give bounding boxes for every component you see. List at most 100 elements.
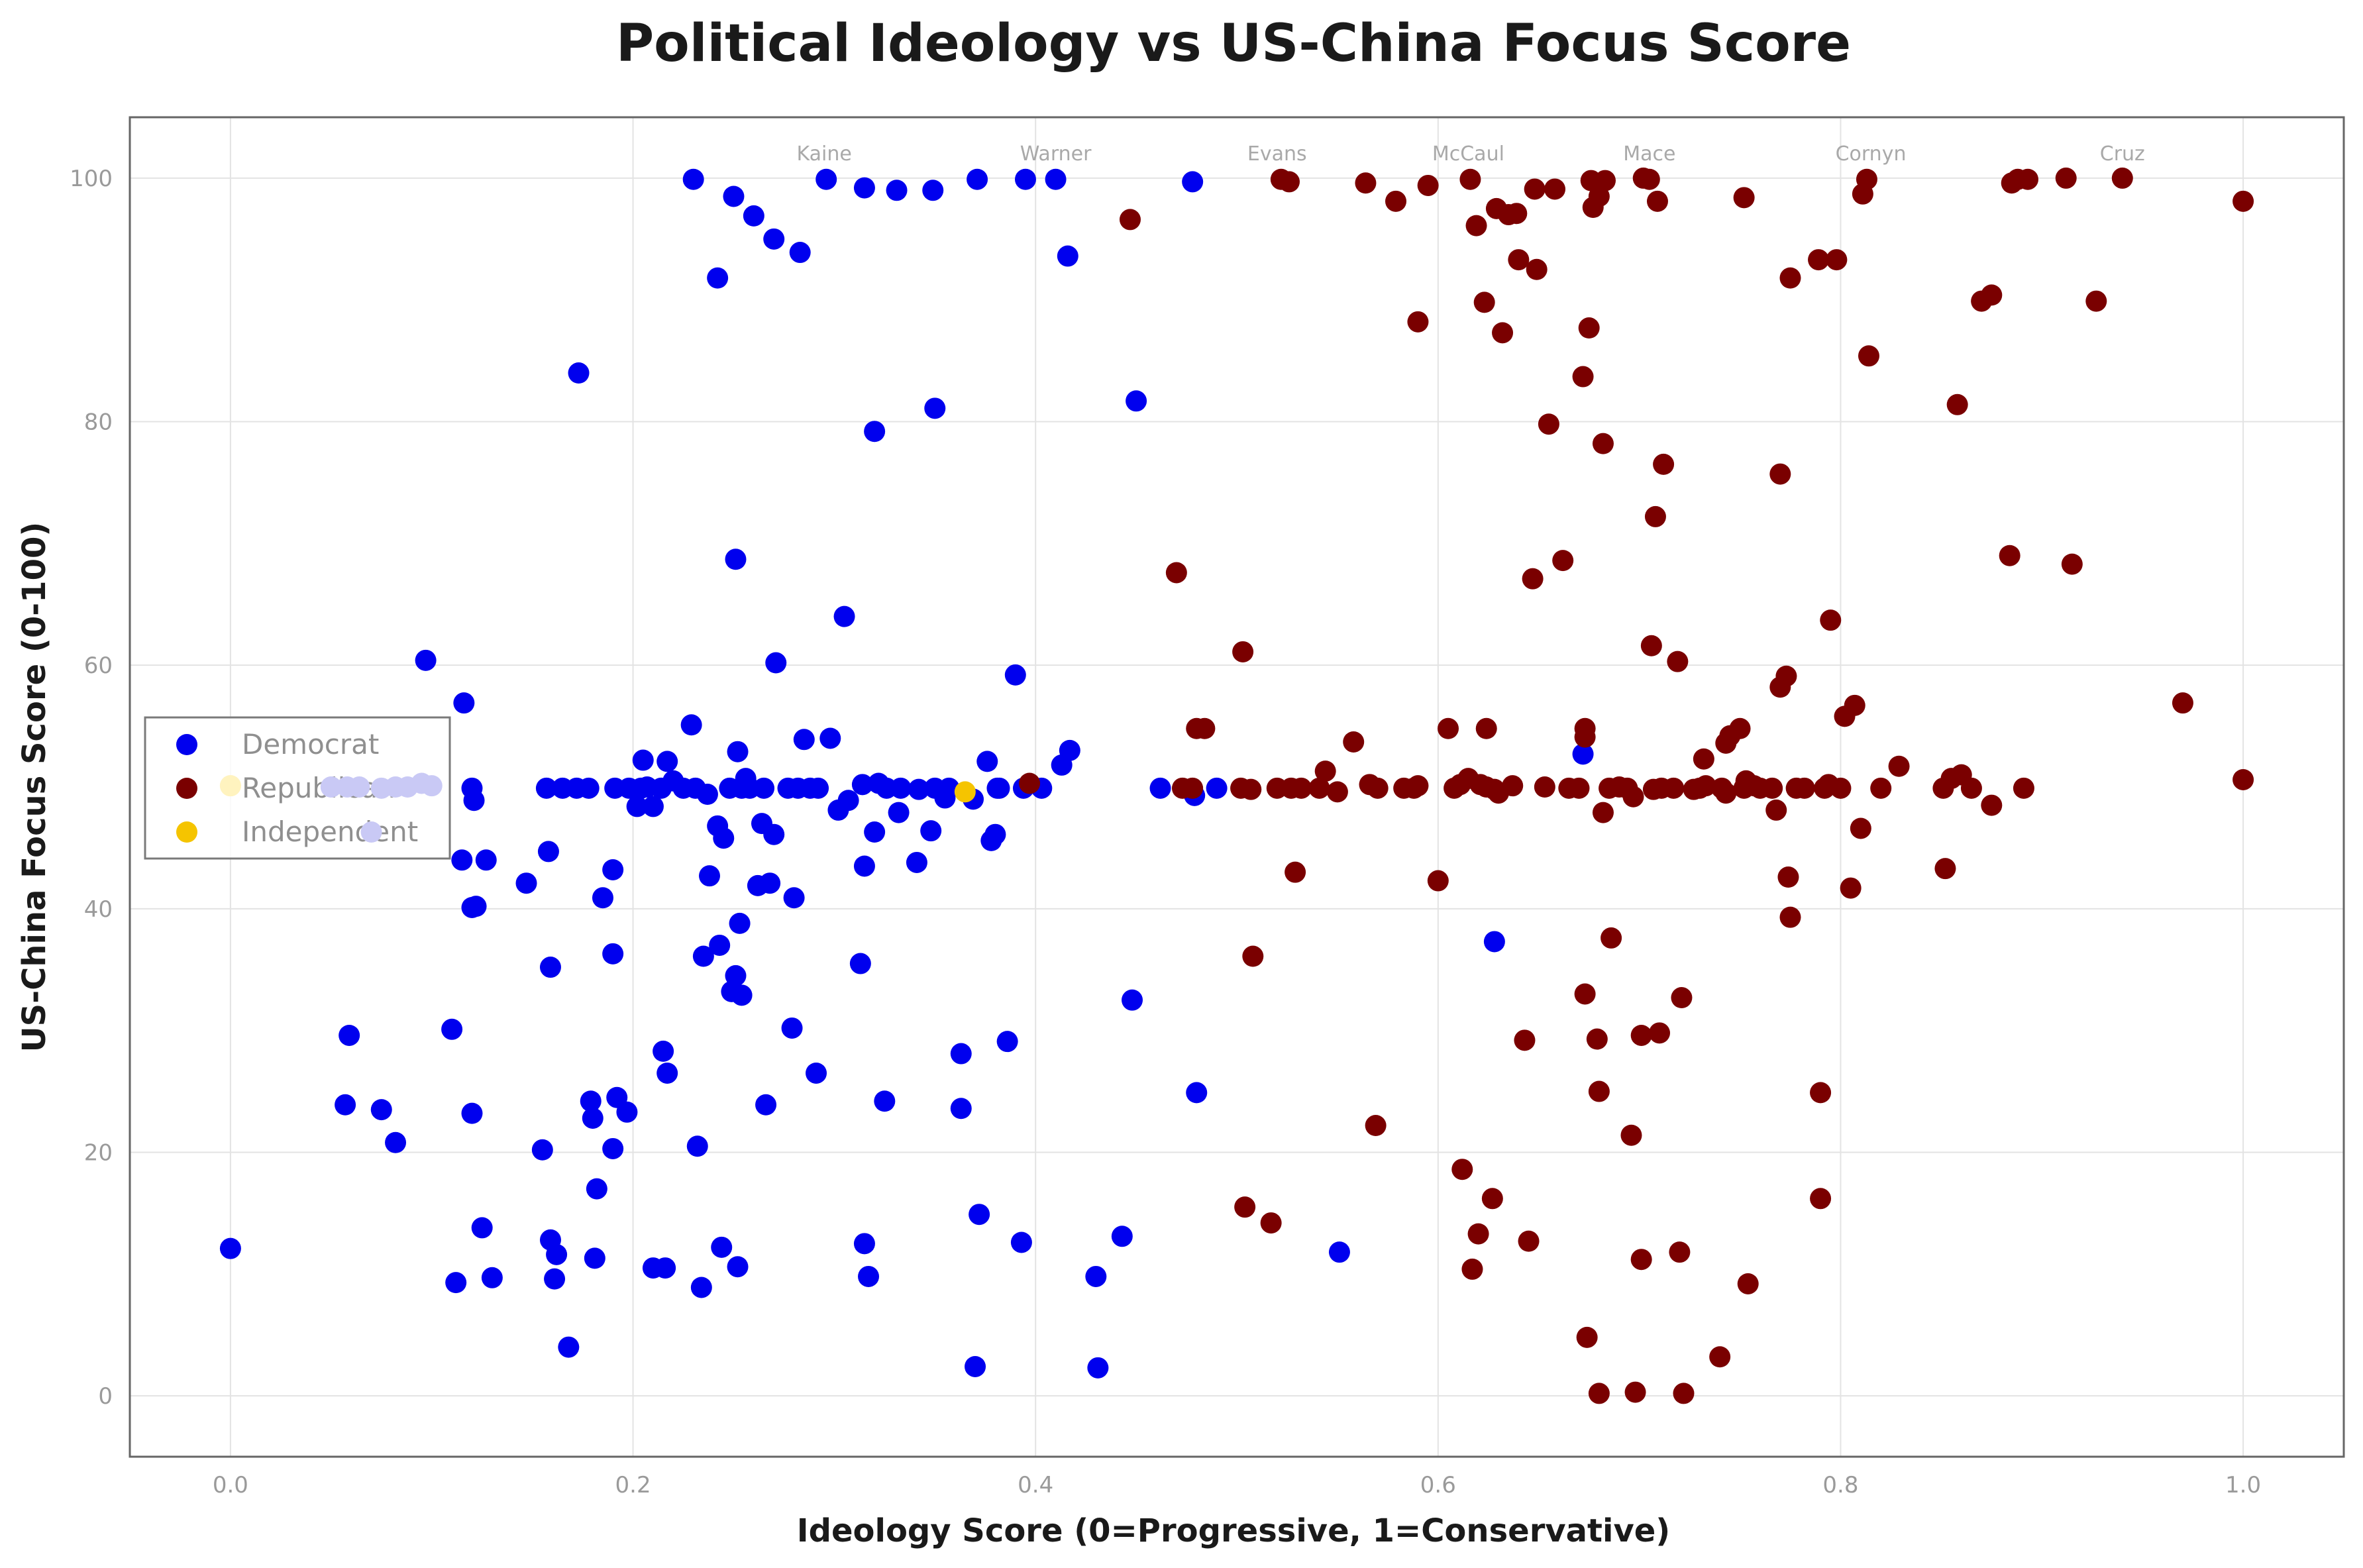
data-point	[1588, 1080, 1610, 1102]
data-point	[602, 859, 624, 880]
data-point	[1578, 317, 1600, 339]
data-point	[1343, 731, 1365, 753]
y-tick-label: 80	[84, 409, 113, 436]
data-point	[1285, 861, 1306, 883]
faded-data-point	[348, 776, 370, 798]
data-point	[967, 168, 988, 190]
faded-data-point	[320, 776, 342, 798]
data-point	[833, 605, 855, 627]
data-point	[1481, 1188, 1503, 1210]
data-point	[653, 1040, 674, 1062]
data-point	[2232, 190, 2254, 212]
data-point	[924, 397, 946, 419]
data-point	[1981, 284, 2003, 306]
data-point	[1568, 777, 1590, 799]
data-point	[1850, 817, 1871, 839]
data-point	[2055, 167, 2077, 189]
data-point	[1019, 772, 1041, 794]
data-point	[874, 1090, 896, 1112]
data-point	[537, 841, 559, 862]
data-point	[602, 943, 624, 965]
data-point	[1502, 775, 1524, 797]
data-point	[1779, 267, 1801, 289]
data-point	[632, 749, 654, 771]
data-points	[219, 167, 2254, 1404]
data-point	[2172, 692, 2193, 714]
data-point	[1673, 1383, 1695, 1404]
legend-label: Democrat	[242, 728, 379, 760]
points-under-legend	[219, 772, 443, 843]
data-point	[2111, 167, 2133, 189]
data-point	[920, 820, 942, 842]
data-point	[1085, 1265, 1107, 1287]
data-point	[1438, 717, 1459, 739]
data-point	[544, 1268, 566, 1290]
plot-frame	[129, 116, 2345, 1458]
data-point	[1467, 1223, 1489, 1245]
point-annotation: Kaine	[797, 142, 852, 166]
data-point	[1810, 1082, 1832, 1104]
data-point	[938, 777, 960, 799]
data-point	[965, 1355, 986, 1377]
data-point	[1508, 249, 1530, 271]
point-annotation: McCaul	[1432, 142, 1504, 166]
point-annotation: Cruz	[2100, 142, 2145, 166]
data-point	[1122, 989, 1143, 1011]
data-point	[849, 953, 871, 974]
data-point	[996, 1031, 1018, 1053]
data-point	[1644, 505, 1666, 527]
data-point	[1733, 187, 1755, 209]
data-point	[339, 1024, 360, 1046]
data-point	[864, 821, 886, 843]
y-tick-label: 0	[98, 1383, 113, 1410]
data-point	[1586, 1028, 1608, 1050]
data-point	[950, 1098, 972, 1120]
data-point	[1663, 777, 1685, 799]
data-point	[1960, 777, 1982, 799]
data-point	[1856, 168, 1877, 190]
data-point	[1326, 781, 1348, 803]
data-point	[463, 790, 485, 811]
data-point	[1630, 1024, 1652, 1046]
data-point	[582, 1107, 604, 1129]
data-point	[1574, 983, 1596, 1005]
data-point	[1538, 413, 1559, 435]
legend-marker	[176, 821, 197, 843]
data-point	[616, 1101, 638, 1123]
data-point	[385, 1131, 407, 1153]
data-point	[1483, 931, 1505, 953]
data-point	[1693, 748, 1714, 770]
data-point	[729, 912, 751, 934]
data-point	[783, 887, 805, 909]
data-point	[1622, 786, 1644, 808]
data-point	[1695, 775, 1716, 797]
data-point	[1234, 1196, 1256, 1218]
data-point	[1826, 249, 1848, 271]
data-point	[789, 242, 811, 264]
data-point	[1653, 453, 1675, 475]
data-point	[908, 778, 929, 800]
data-point	[906, 851, 927, 873]
y-tick-label: 60	[84, 653, 113, 679]
data-point	[1459, 168, 1481, 190]
y-tick-label: 20	[84, 1139, 113, 1166]
data-point	[1524, 178, 1546, 200]
data-point	[1572, 366, 1594, 388]
data-point	[725, 549, 747, 570]
data-point	[781, 1017, 803, 1039]
data-point	[1946, 393, 1968, 415]
data-point	[370, 1099, 392, 1121]
data-point	[1844, 694, 1865, 716]
data-point	[1126, 390, 1147, 412]
data-point	[1328, 1241, 1350, 1263]
data-point	[954, 781, 976, 803]
data-point	[709, 934, 731, 956]
data-point	[819, 727, 841, 749]
data-point	[2013, 777, 2034, 799]
data-point	[858, 1265, 880, 1287]
data-point	[1620, 1124, 1642, 1146]
data-point	[976, 751, 998, 772]
series-democrat	[219, 168, 1594, 1379]
data-point	[1514, 1029, 1536, 1051]
